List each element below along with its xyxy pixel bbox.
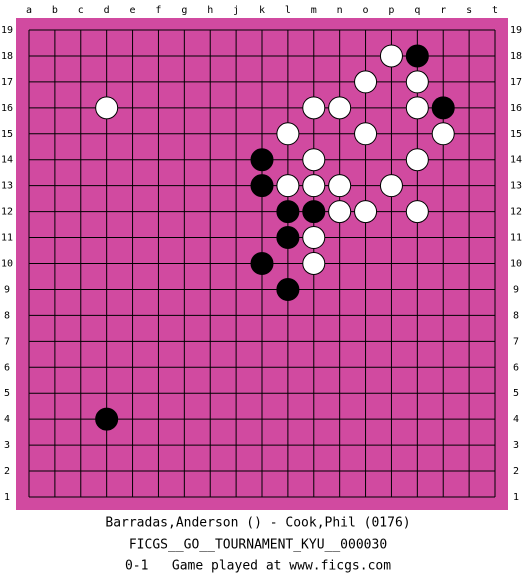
column-label: h [207,5,213,16]
column-label: k [259,5,265,16]
row-label: 11 [510,233,522,244]
black-stone [250,174,274,198]
white-stone [405,70,429,94]
row-label: 6 [513,362,519,373]
white-stone [276,174,300,198]
row-label: 4 [513,414,519,425]
column-label: j [233,5,239,16]
column-label: n [337,5,343,16]
white-stone [302,226,326,250]
row-label: 8 [4,310,10,321]
row-label: 8 [513,310,519,321]
row-label: 7 [4,336,10,347]
row-label: 11 [1,233,13,244]
black-stone [302,200,326,224]
white-stone [302,174,326,198]
row-label: 19 [510,25,522,36]
black-stone [276,277,300,301]
white-stone [276,122,300,146]
column-label: t [492,5,498,16]
white-stone [405,96,429,120]
row-label: 10 [1,259,13,270]
row-label: 9 [4,284,10,295]
event: FICGS__GO__TOURNAMENT_KYU__000030 [129,538,387,553]
stones [95,44,455,431]
column-label: e [130,5,136,16]
white-stone [405,148,429,172]
row-label: 10 [510,259,522,270]
white-stone [354,200,378,224]
white-stone [302,96,326,120]
row-label: 19 [1,25,13,36]
white-stone [431,122,455,146]
black-stone [405,44,429,68]
column-label: s [466,5,472,16]
row-label: 9 [513,284,519,295]
row-label: 3 [513,440,519,451]
row-label: 16 [510,103,522,114]
white-stone [95,96,119,120]
column-label: b [52,5,58,16]
white-stone [354,70,378,94]
row-label: 17 [510,77,522,88]
row-label: 18 [1,51,13,62]
black-stone [276,200,300,224]
black-stone [431,96,455,120]
column-label: a [26,5,32,16]
row-label: 15 [510,129,522,140]
row-label: 5 [513,388,519,399]
row-label: 1 [513,492,519,503]
row-label: 7 [513,336,519,347]
row-label: 5 [4,388,10,399]
white-stone [354,122,378,146]
column-label: d [104,5,110,16]
white-stone [328,96,352,120]
row-label: 18 [510,51,522,62]
white-stone [379,44,403,68]
column-label: f [155,5,161,16]
row-label: 2 [513,466,519,477]
black-stone [276,226,300,250]
row-label: 14 [1,155,13,166]
white-stone [328,174,352,198]
white-stone [302,252,326,275]
players: Barradas,Anderson () - Cook,Phil (0176) [105,516,410,531]
row-label: 13 [510,181,522,192]
row-label: 12 [1,207,13,218]
row-label: 13 [1,181,13,192]
column-label: g [181,5,187,16]
black-stone [95,407,119,431]
row-label: 12 [510,207,522,218]
column-label: m [311,5,317,16]
white-stone [379,174,403,198]
row-label: 3 [4,440,10,451]
row-label: 6 [4,362,10,373]
row-label: 14 [510,155,522,166]
row-label: 2 [4,466,10,477]
column-label: c [78,5,84,16]
white-stone [405,200,429,224]
result-line: 0-1 Game played at www.ficgs.com [125,559,391,574]
white-stone [328,200,352,224]
column-label: r [440,5,446,16]
row-label: 16 [1,103,13,114]
column-label: l [285,5,291,16]
row-label: 1 [4,492,10,503]
black-stone [250,252,274,275]
row-label: 15 [1,129,13,140]
column-label: o [363,5,369,16]
white-stone [302,148,326,172]
column-label: q [414,5,420,16]
row-label: 4 [4,414,10,425]
column-label: p [388,5,394,16]
black-stone [250,148,274,172]
row-label: 17 [1,77,13,88]
